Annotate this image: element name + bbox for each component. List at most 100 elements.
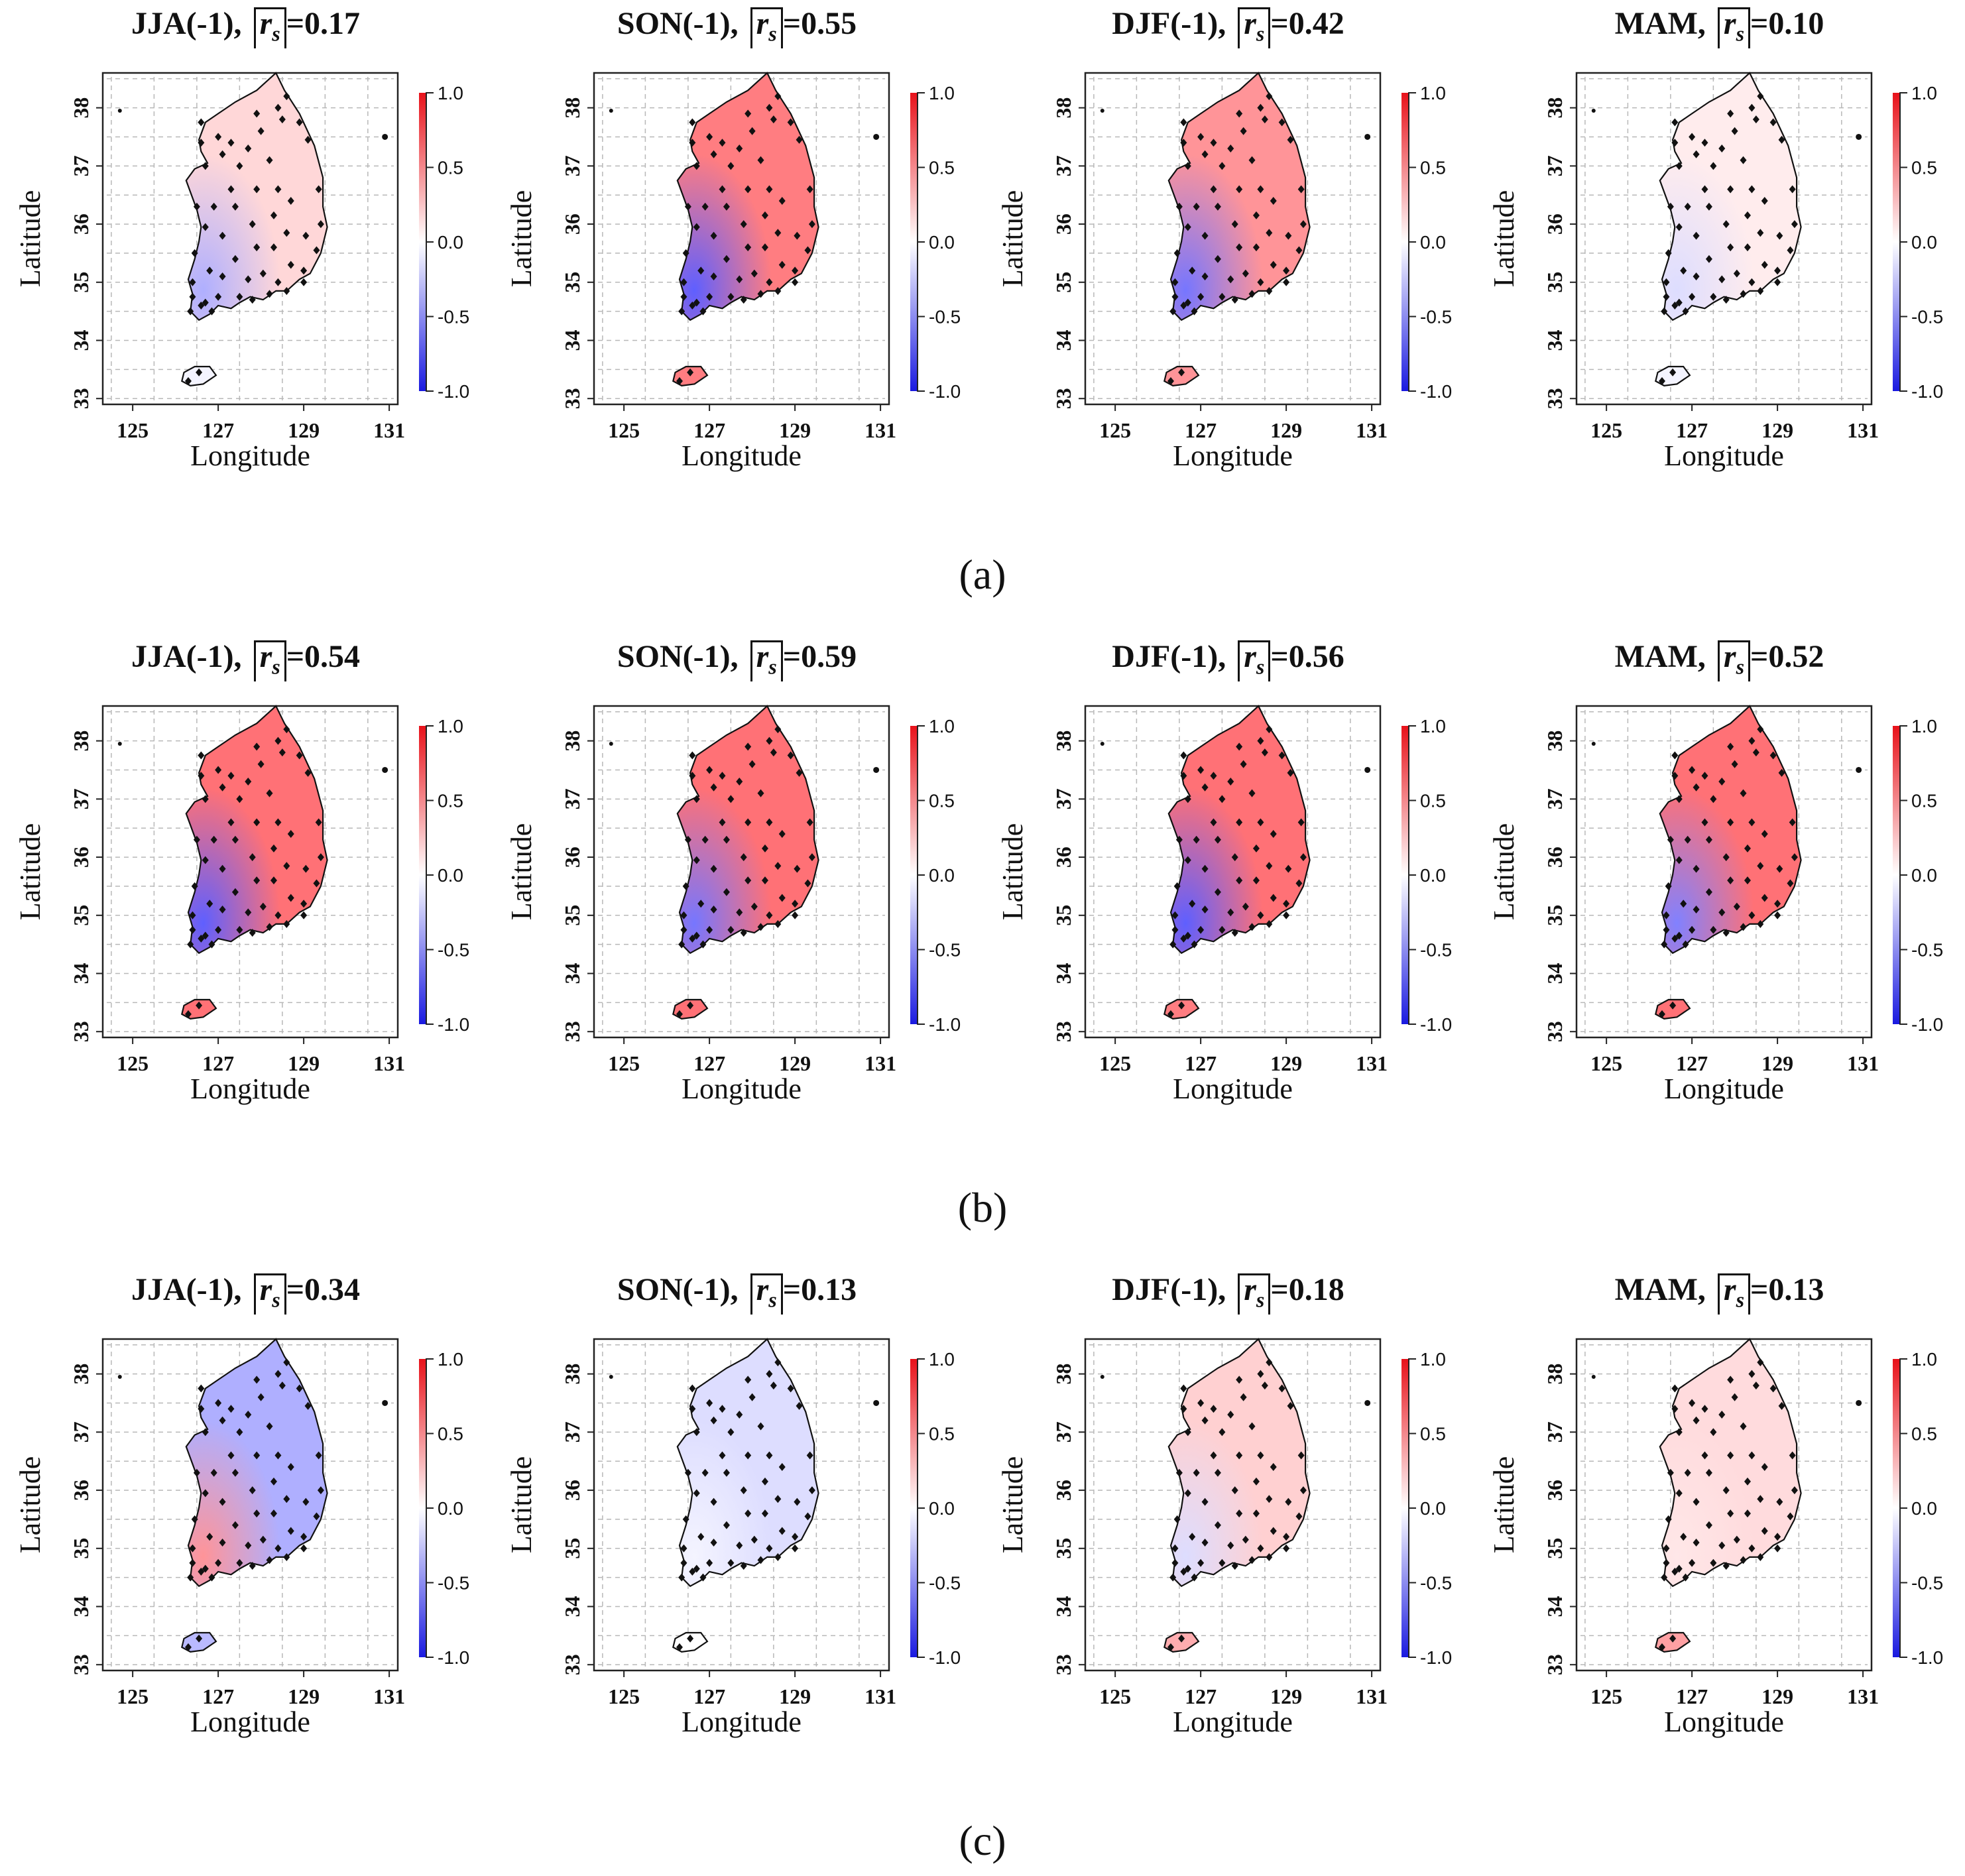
grid — [598, 710, 885, 1033]
map-svg: 125 127 129 131 33 34 35 36 37 38 Longitude Latitud… — [14, 705, 469, 1105]
station-marker — [300, 266, 308, 275]
station-marker — [1231, 853, 1238, 862]
mean-rs-symbol: rs — [750, 1273, 783, 1315]
station-marker — [684, 1468, 691, 1477]
mean-rs-symbol: rs — [1238, 1273, 1271, 1315]
station-marker — [761, 1509, 768, 1518]
y-tick-label: 33 — [1543, 388, 1567, 409]
station-marker — [1227, 145, 1234, 153]
station-marker — [748, 127, 756, 135]
station-marker — [706, 925, 713, 934]
y-tick-label: 36 — [69, 847, 93, 868]
station-marker — [231, 1521, 239, 1529]
rs-value: =0.17 — [286, 6, 361, 41]
station-marker — [1752, 1381, 1759, 1390]
station-marker — [274, 911, 282, 919]
station-marker — [278, 1381, 286, 1390]
station-marker — [1661, 1573, 1668, 1582]
station-marker — [710, 906, 717, 914]
x-tick-label: 129 — [288, 1051, 320, 1075]
station-marker — [1283, 900, 1290, 908]
station-marker — [1227, 1411, 1234, 1419]
colorbar — [1401, 1359, 1408, 1657]
station-marker — [236, 925, 243, 934]
station-marker — [1201, 150, 1209, 158]
colorbar — [419, 93, 426, 391]
station-marker — [684, 202, 691, 211]
station-marker — [1287, 768, 1294, 777]
station-marker — [1257, 911, 1264, 919]
station-marker — [693, 162, 700, 170]
colorbar-tick-label: -1.0 — [1420, 1647, 1452, 1668]
row-label: (a) — [959, 551, 1006, 598]
season-label: JJA(-1), — [131, 639, 242, 674]
station-marker — [1219, 162, 1226, 170]
station-marker — [1718, 145, 1726, 153]
station-marker — [740, 1562, 747, 1570]
y-axis-label: Latitude — [996, 823, 1029, 921]
station-marker — [1227, 908, 1234, 917]
station-marker — [215, 766, 222, 774]
station-marker — [1748, 185, 1756, 194]
colorbar-tick-label: -0.5 — [929, 940, 961, 961]
station-marker — [1748, 103, 1756, 112]
stations — [676, 725, 815, 1018]
rs-letter: r — [259, 1272, 272, 1307]
island-ulleung — [1364, 1399, 1371, 1406]
station-marker — [1722, 1486, 1730, 1495]
station-marker — [766, 1370, 773, 1378]
station-marker — [236, 162, 243, 170]
station-marker — [1214, 202, 1221, 211]
station-marker — [283, 1553, 290, 1561]
y-tick-label: 38 — [560, 731, 584, 752]
station-marker — [750, 269, 758, 278]
station-marker — [1180, 139, 1187, 147]
station-marker — [1769, 1384, 1777, 1393]
rs-value: =0.13 — [782, 1272, 857, 1307]
mean-rs-symbol: rs — [750, 7, 783, 48]
colorbar-tick-label: 0.5 — [929, 158, 955, 178]
station-marker — [313, 879, 320, 888]
map-svg: 125 127 129 131 33 34 35 36 37 38 Longitude Latitud… — [1488, 72, 1943, 472]
stations — [1658, 725, 1798, 1018]
station-marker — [253, 1509, 261, 1518]
station-marker — [302, 1497, 310, 1506]
rs-value: =0.13 — [1750, 1272, 1824, 1307]
y-tick-label: 36 — [69, 213, 93, 235]
station-marker — [270, 1509, 277, 1518]
korea-mainland — [676, 1338, 819, 1588]
station-marker — [193, 835, 200, 844]
x-tick-label: 131 — [373, 1684, 405, 1708]
colorbar-tick-label: 1.0 — [1420, 716, 1446, 736]
station-marker — [744, 1376, 752, 1384]
station-marker — [215, 925, 222, 934]
station-marker — [219, 783, 226, 791]
station-marker — [796, 1401, 803, 1410]
season-label: MAM, — [1614, 6, 1706, 41]
rs-subscript: s — [1256, 21, 1265, 46]
station-marker — [1778, 1401, 1785, 1410]
station-marker — [719, 1405, 726, 1413]
station-marker — [274, 103, 282, 112]
station-marker — [1180, 301, 1187, 310]
station-marker — [215, 292, 222, 301]
station-marker — [1248, 290, 1256, 298]
station-marker — [210, 202, 217, 211]
rs-subscript: s — [272, 1287, 280, 1312]
station-marker — [259, 1535, 267, 1544]
station-marker — [697, 266, 705, 275]
station-marker — [1297, 185, 1305, 194]
station-marker — [1671, 1405, 1679, 1413]
station-marker — [770, 115, 777, 124]
y-tick-label: 33 — [1051, 388, 1075, 409]
x-tick-label: 129 — [1270, 418, 1302, 442]
station-marker — [283, 1495, 290, 1503]
colorbar-tick-label: 0.0 — [929, 232, 955, 253]
map-panel: DJF(-1), rs =0.56 125 127 129 131 33 34 35 36 37 38 L… — [982, 633, 1474, 1137]
station-marker — [287, 894, 294, 902]
island-ulleung — [1856, 133, 1862, 140]
y-tick-label: 35 — [69, 272, 93, 293]
station-marker — [1761, 1527, 1768, 1535]
station-marker — [1266, 725, 1273, 734]
x-tick-label: 131 — [1847, 1051, 1879, 1075]
